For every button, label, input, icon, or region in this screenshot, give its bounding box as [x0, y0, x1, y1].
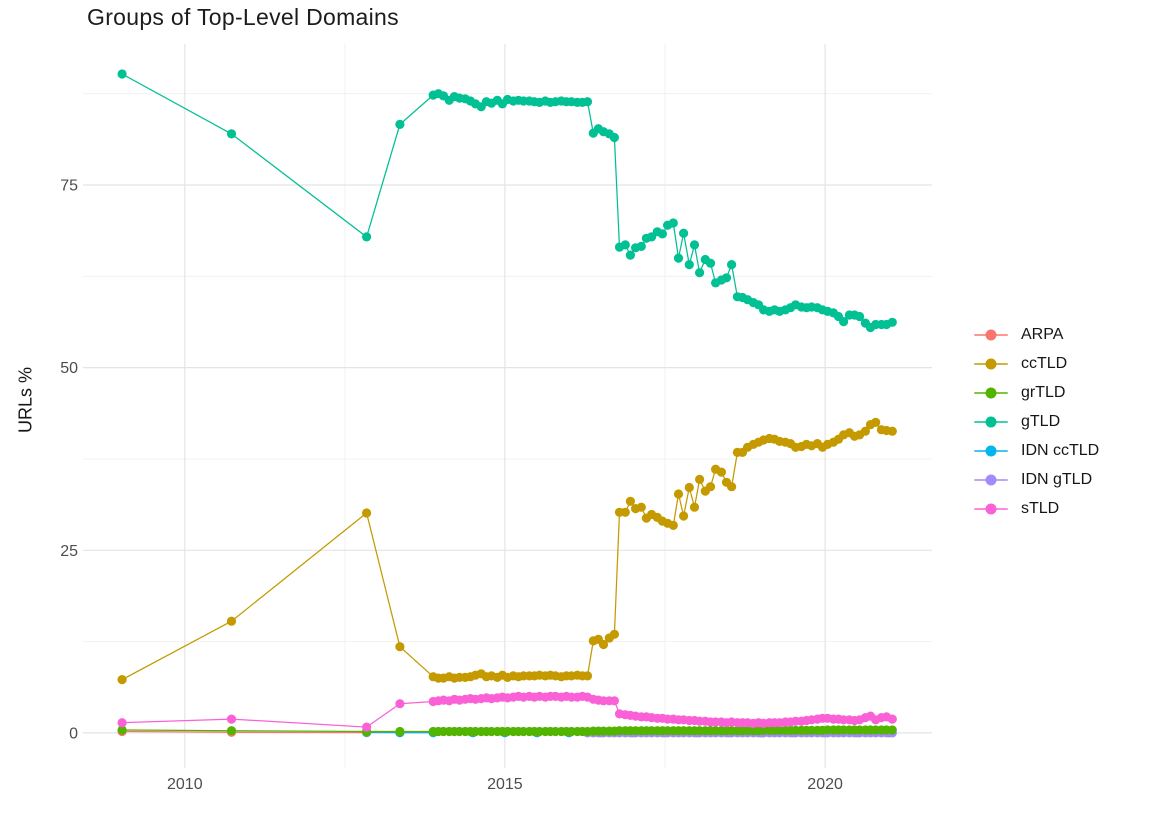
data-point	[598, 639, 609, 650]
data-point	[716, 467, 727, 477]
data-point	[689, 240, 700, 250]
data-point	[362, 722, 372, 732]
data-point	[860, 426, 871, 436]
legend-key-icon	[974, 444, 1008, 457]
data-point	[226, 726, 237, 736]
gridlines	[83, 44, 932, 768]
data-point	[117, 718, 127, 728]
x-tick-label: 2015	[487, 776, 523, 793]
data-point	[887, 714, 897, 724]
data-point	[117, 675, 127, 685]
data-point	[679, 228, 689, 238]
data-point	[362, 232, 372, 242]
data-point	[395, 642, 405, 652]
data-point	[609, 629, 620, 639]
data-point	[609, 696, 620, 706]
series-grtld	[117, 725, 897, 737]
legend-item-stld: sTLD	[974, 494, 1099, 523]
series-stld	[117, 691, 897, 732]
legend-key-icon	[974, 328, 1008, 341]
data-point	[727, 260, 737, 270]
data-point	[689, 502, 700, 512]
data-point	[695, 474, 705, 484]
legend-label: ccTLD	[1021, 354, 1068, 372]
series-gtld	[117, 69, 897, 333]
legend-item-idn-cctld: IDN ccTLD	[974, 436, 1099, 465]
chart-title: Groups of Top-Level Domains	[87, 4, 399, 30]
data-point	[636, 241, 646, 251]
data-point	[582, 97, 593, 107]
data-point	[226, 616, 237, 626]
data-point	[362, 508, 372, 518]
legend: ARPA ccTLD grTLD gTLD IDN ccTLD IDN gTLD…	[974, 320, 1099, 523]
legend-item-grtld: grTLD	[974, 378, 1099, 407]
legend-key-icon	[974, 473, 1008, 486]
data-point	[226, 714, 237, 724]
data-point	[625, 250, 636, 260]
data-point	[679, 511, 689, 521]
data-point	[620, 507, 630, 517]
data-point	[727, 482, 737, 492]
data-point	[117, 69, 127, 79]
data-point	[395, 119, 405, 129]
data-point	[871, 417, 881, 427]
legend-label: IDN gTLD	[1021, 470, 1093, 488]
legend-label: grTLD	[1021, 383, 1066, 401]
legend-item-idn-gtld: IDN gTLD	[974, 465, 1099, 494]
data-point	[625, 496, 636, 506]
legend-key-icon	[974, 386, 1008, 399]
data-point	[395, 726, 405, 737]
y-tick-label: 25	[60, 543, 78, 560]
data-point	[395, 699, 405, 709]
data-point	[887, 317, 897, 327]
legend-key-icon	[974, 357, 1008, 370]
data-point	[887, 725, 897, 735]
data-point	[839, 317, 849, 327]
y-tick-label: 0	[69, 725, 78, 742]
series-line-cctld	[121, 421, 893, 681]
data-point	[609, 132, 620, 143]
data-point	[620, 240, 630, 250]
data-point	[668, 218, 678, 228]
data-point	[673, 489, 684, 499]
y-tick-label: 50	[60, 360, 78, 377]
legend-key-icon	[974, 502, 1008, 515]
x-tick-label: 2010	[167, 776, 203, 793]
data-point	[226, 129, 237, 139]
data-point	[582, 671, 593, 681]
legend-label: ARPA	[1021, 325, 1064, 343]
data-point	[695, 268, 705, 278]
data-point	[117, 725, 127, 735]
legend-item-cctld: ccTLD	[974, 349, 1099, 378]
data-point	[673, 253, 684, 263]
data-point	[855, 311, 865, 322]
legend-label: sTLD	[1021, 499, 1060, 517]
legend-label: gTLD	[1021, 412, 1061, 430]
data-point	[705, 482, 716, 492]
legend-label: IDN ccTLD	[1021, 441, 1100, 459]
series-cctld	[117, 417, 897, 685]
data-point	[721, 273, 732, 283]
series-line-gtld	[121, 73, 893, 329]
data-point	[657, 229, 668, 239]
data-point	[636, 502, 646, 512]
x-tick-label: 2020	[807, 776, 843, 793]
data-point	[684, 260, 694, 270]
data-point	[684, 482, 694, 493]
data-point	[887, 426, 897, 436]
legend-item-gtld: gTLD	[974, 407, 1099, 436]
data-point	[668, 520, 678, 531]
y-tick-label: 75	[60, 178, 78, 195]
legend-key-icon	[974, 415, 1008, 428]
legend-item-arpa: ARPA	[974, 320, 1099, 349]
data-point	[705, 258, 716, 268]
